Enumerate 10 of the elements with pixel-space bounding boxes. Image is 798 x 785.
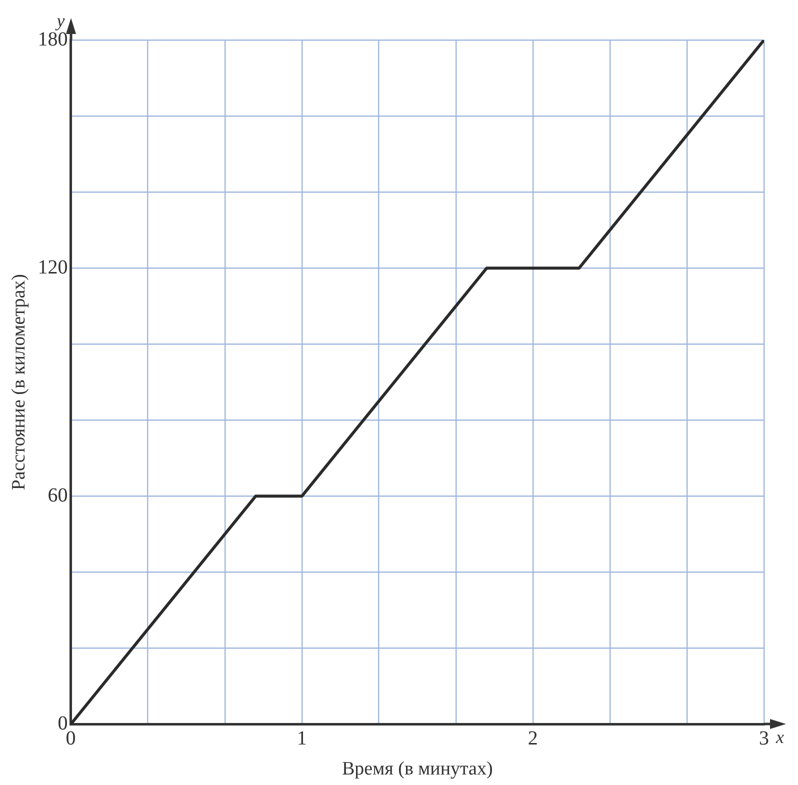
y-axis-title: Расстояние (в километрах) [8,274,30,490]
x-tick-label: 1 [296,727,307,750]
x-tick-label: 2 [528,727,538,750]
y-tick-label: 0 [58,712,68,734]
text: y [54,10,65,31]
text: x [775,726,784,747]
x-tick-label: 3 [759,727,769,750]
x-axis-title: Время (в минутах) [342,758,493,780]
y-tick-label: 120 [38,256,68,278]
y-tick-label: 60 [48,484,68,506]
